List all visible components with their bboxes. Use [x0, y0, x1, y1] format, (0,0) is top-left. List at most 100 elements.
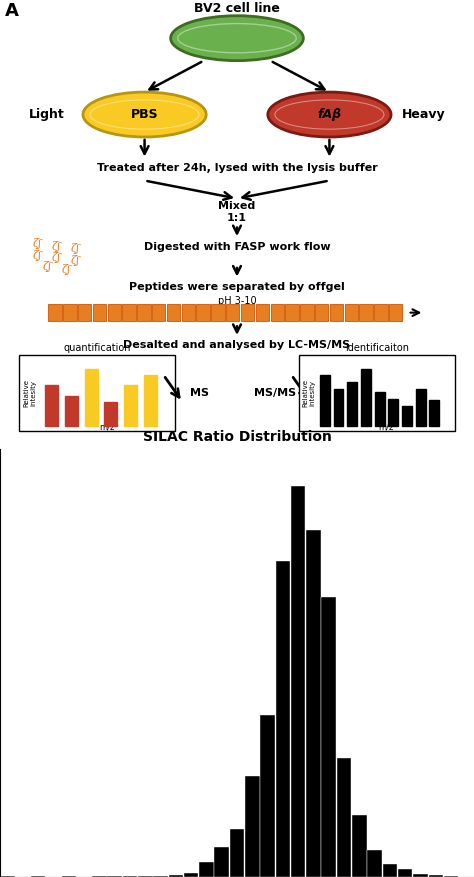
- Bar: [383, 865, 397, 877]
- Bar: [337, 758, 351, 877]
- Bar: [345, 304, 358, 321]
- Text: Heavy: Heavy: [402, 108, 446, 121]
- Text: ζʃ: ζʃ: [71, 255, 80, 266]
- Bar: [124, 385, 137, 426]
- Text: A: A: [5, 3, 18, 20]
- Text: fAβ: fAβ: [318, 108, 341, 121]
- Text: PBS: PBS: [131, 108, 158, 121]
- Bar: [78, 304, 91, 321]
- Bar: [92, 876, 107, 877]
- Bar: [19, 355, 175, 431]
- Bar: [144, 375, 157, 426]
- Text: m/z: m/z: [379, 423, 394, 431]
- Bar: [352, 816, 366, 877]
- Bar: [45, 385, 58, 426]
- Bar: [260, 716, 275, 877]
- Bar: [108, 876, 122, 877]
- Bar: [275, 561, 290, 877]
- Bar: [214, 846, 229, 877]
- Bar: [138, 876, 153, 877]
- Text: Digested with FASP work flow: Digested with FASP work flow: [144, 242, 330, 252]
- Bar: [389, 304, 402, 321]
- Bar: [374, 304, 388, 321]
- Bar: [402, 406, 412, 426]
- Text: ζʃ: ζʃ: [52, 240, 61, 252]
- Bar: [299, 355, 455, 431]
- Ellipse shape: [178, 24, 296, 53]
- Bar: [169, 875, 183, 877]
- Bar: [84, 368, 98, 426]
- Text: Desalted and analysed by LC-MS/MS: Desalted and analysed by LC-MS/MS: [123, 340, 351, 351]
- Bar: [271, 304, 284, 321]
- Bar: [347, 382, 357, 426]
- Bar: [245, 776, 260, 877]
- Bar: [137, 304, 151, 321]
- Bar: [300, 304, 313, 321]
- Text: pH 3-10: pH 3-10: [218, 296, 256, 305]
- Text: m/z: m/z: [99, 423, 114, 431]
- Text: quantification: quantification: [64, 343, 131, 353]
- Text: MS: MS: [190, 388, 209, 398]
- Bar: [199, 862, 214, 877]
- Text: ζʃ: ζʃ: [62, 264, 71, 275]
- Bar: [413, 873, 428, 877]
- Bar: [211, 304, 225, 321]
- Text: ζʃ: ζʃ: [33, 250, 42, 260]
- Title: SILAC Ratio Distribution: SILAC Ratio Distribution: [143, 430, 331, 444]
- Bar: [62, 876, 76, 877]
- Bar: [306, 530, 321, 877]
- Bar: [315, 304, 328, 321]
- Bar: [241, 304, 254, 321]
- Text: Light: Light: [28, 108, 64, 121]
- Bar: [0, 876, 15, 877]
- Bar: [122, 304, 136, 321]
- Bar: [104, 403, 118, 426]
- Bar: [153, 876, 168, 877]
- Text: Treated after 24h, lysed with the lysis buffer: Treated after 24h, lysed with the lysis …: [97, 162, 377, 173]
- Bar: [48, 304, 62, 321]
- Text: Peptides were separated by offgel: Peptides were separated by offgel: [129, 282, 345, 292]
- Text: ζʃ: ζʃ: [71, 243, 80, 254]
- Ellipse shape: [268, 92, 391, 137]
- Bar: [152, 304, 165, 321]
- Bar: [320, 375, 330, 426]
- Ellipse shape: [171, 16, 303, 61]
- Bar: [416, 389, 426, 426]
- Text: ζʃ: ζʃ: [52, 253, 61, 263]
- Text: Relative
intesity: Relative intesity: [23, 379, 36, 407]
- Bar: [196, 304, 210, 321]
- Text: BV2 cell line: BV2 cell line: [194, 3, 280, 15]
- Text: MS/MS: MS/MS: [254, 388, 296, 398]
- Bar: [398, 868, 412, 877]
- Bar: [285, 304, 299, 321]
- Text: ζʃ: ζʃ: [43, 261, 52, 273]
- Ellipse shape: [275, 100, 384, 129]
- Bar: [184, 873, 199, 877]
- Bar: [375, 392, 384, 426]
- Text: Mixed
1:1: Mixed 1:1: [219, 201, 255, 223]
- Bar: [428, 875, 443, 877]
- Bar: [230, 829, 244, 877]
- Text: identificaiton: identificaiton: [345, 343, 409, 353]
- Bar: [65, 396, 78, 426]
- Bar: [123, 876, 137, 877]
- Ellipse shape: [83, 92, 206, 137]
- Text: Relative
intesity: Relative intesity: [302, 379, 316, 407]
- Bar: [63, 304, 76, 321]
- Bar: [330, 304, 343, 321]
- Bar: [31, 876, 46, 877]
- Bar: [429, 400, 439, 426]
- Bar: [93, 304, 106, 321]
- Bar: [388, 399, 398, 426]
- Text: ζʃ: ζʃ: [33, 238, 42, 249]
- Bar: [359, 304, 373, 321]
- Bar: [361, 368, 371, 426]
- Bar: [321, 597, 336, 877]
- Bar: [182, 304, 195, 321]
- Bar: [167, 304, 180, 321]
- Bar: [367, 850, 382, 877]
- Bar: [255, 304, 269, 321]
- Bar: [334, 389, 344, 426]
- Ellipse shape: [90, 100, 199, 129]
- Bar: [226, 304, 239, 321]
